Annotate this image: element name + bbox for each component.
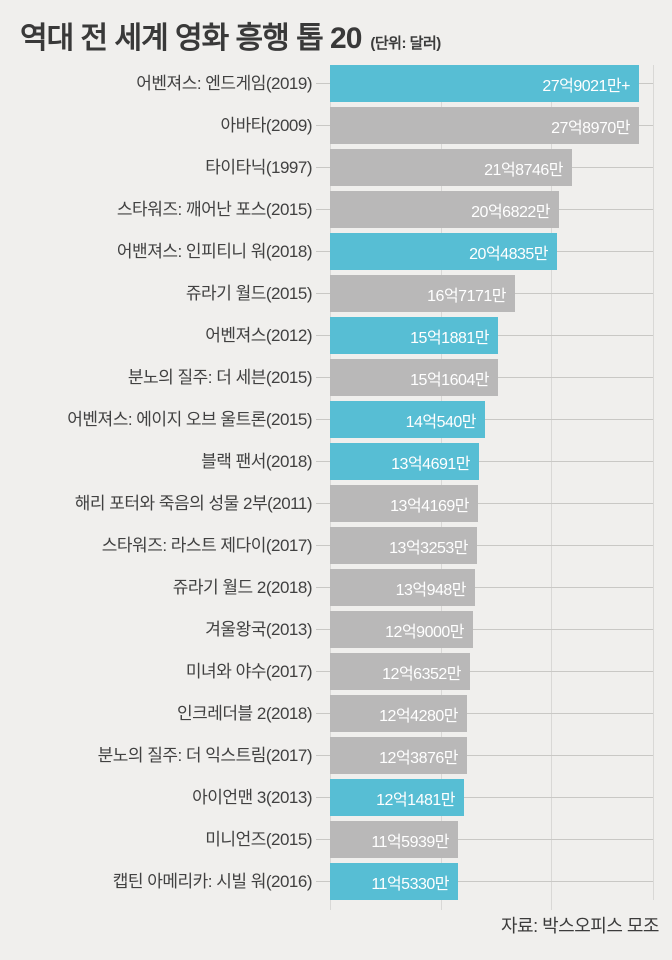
bar: 15억1881만 [330,317,498,354]
source-credit: 자료: 박스오피스 모조 [500,916,660,936]
row-leader-line [316,671,653,672]
gridline [551,65,552,910]
row-leader-line [316,629,653,630]
chart-title: 역대 전 세계 영화 흥행 톱 20 [20,22,362,55]
bar-value-label: 13억4169만 [390,497,469,515]
bar: 13억4169만 [330,485,478,522]
bar-value-label: 16억7171만 [427,287,506,305]
bar-value-label: 12억9000만 [385,623,464,641]
bar: 20억6822만 [330,191,559,228]
bar: 13억948만 [330,569,475,606]
chart-row: 분노의 질주: 더 세븐(2015) 15억1604만 [0,359,672,396]
bar: 13억3253만 [330,527,477,564]
row-label: 인크레더블 2(2018) [176,704,313,723]
bar-value-label: 14억540만 [405,413,477,431]
row-label: 캡틴 아메리카: 시빌 워(2016) [112,872,313,891]
row-label: 스타워즈: 라스트 제다이(2017) [101,536,313,555]
bar-value-label: 13억4691만 [391,455,470,473]
plot-right-border [653,65,654,900]
chart-row: 어밴져스: 인피티니 워(2018) 20억4835만 [0,233,672,270]
row-label: 미니언즈(2015) [205,830,312,849]
chart-row: 아바타(2009) 27억8970만 [0,107,672,144]
bar: 13억4691만 [330,443,479,480]
bar-value-label: 27억9021만+ [542,77,630,95]
unit-label: (단위: 달러) [370,35,441,52]
chart-row: 분노의 질주: 더 익스트림(2017) 12억3876만 [0,737,672,774]
chart-row: 겨울왕국(2013) 12억9000만 [0,611,672,648]
bar-value-label: 20억6822만 [471,203,550,221]
row-leader-line [316,881,653,882]
row-label: 아바타(2009) [220,116,312,135]
chart-row: 어벤져스: 에이지 오브 울트론(2015) 14억540만 [0,401,672,438]
row-label: 어밴져스: 인피티니 워(2018) [116,242,313,261]
bar: 12억9000만 [330,611,473,648]
chart-row: 어벤져스(2012) 15억1881만 [0,317,672,354]
row-label: 어벤져스: 엔드게임(2019) [136,74,312,93]
bar-value-label: 12억4280만 [379,707,458,725]
bar: 27억9021만+ [330,65,639,102]
bar: 27억8970만 [330,107,639,144]
row-label: 어벤져스: 에이지 오브 울트론(2015) [67,410,312,429]
chart-row: 미니언즈(2015) 11억5939만 [0,821,672,858]
chart-row: 타이타닉(1997) 21억8746만 [0,149,672,186]
chart-row: 캡틴 아메리카: 시빌 워(2016) 11억5330만 [0,863,672,900]
chart-row: 쥬라기 월드 2(2018) 13억948만 [0,569,672,606]
row-label: 쥬라기 월드(2015) [185,284,313,303]
bar: 12억3876만 [330,737,467,774]
bar: 16억7171만 [330,275,515,312]
row-leader-line [316,503,653,504]
row-leader-line [316,797,653,798]
bar-value-label: 15억1881만 [410,329,489,347]
row-leader-line [316,755,653,756]
row-label: 타이타닉(1997) [205,158,312,177]
row-label: 해리 포터와 죽음의 성물 2부(2011) [74,494,313,513]
bar-value-label: 11억5939만 [371,833,449,851]
chart-row: 아이언맨 3(2013) 12억1481만 [0,779,672,816]
bar-value-label: 12억3876만 [379,749,458,767]
bar-value-label: 12억6352만 [382,665,461,683]
chart-row: 쥬라기 월드(2015) 16억7171만 [0,275,672,312]
row-leader-line [316,461,653,462]
bar: 11억5939만 [330,821,458,858]
bar-value-label: 13억948만 [395,581,467,599]
bar-value-label: 27억8970만 [551,119,630,137]
bar: 14억540만 [330,401,485,438]
chart-header: 역대 전 세계 영화 흥행 톱 20 (단위: 달러) [20,13,441,57]
row-label: 블랙 팬서(2018) [201,452,312,471]
bar-value-label: 11억5330만 [371,875,449,893]
row-label: 미녀와 야수(2017) [185,662,313,681]
chart-row: 어벤져스: 엔드게임(2019) 27억9021만+ [0,65,672,102]
chart-row: 스타워즈: 라스트 제다이(2017) 13억3253만 [0,527,672,564]
chart-row: 미녀와 야수(2017) 12억6352만 [0,653,672,690]
bar-value-label: 21억8746만 [484,161,563,179]
bar-value-label: 12억1481만 [376,791,455,809]
bar: 11억5330만 [330,863,458,900]
bar: 21억8746만 [330,149,572,186]
bar: 20억4835만 [330,233,557,270]
row-leader-line [316,713,653,714]
chart-row: 블랙 팬서(2018) 13억4691만 [0,443,672,480]
row-label: 분노의 질주: 더 익스트림(2017) [97,746,313,765]
row-leader-line [316,545,653,546]
bar-value-label: 13억3253만 [389,539,468,557]
chart-row: 해리 포터와 죽음의 성물 2부(2011) 13억4169만 [0,485,672,522]
bar-value-label: 20억4835만 [469,245,548,263]
row-leader-line [316,839,653,840]
row-label: 아이언맨 3(2013) [192,788,312,807]
row-label: 겨울왕국(2013) [205,620,312,639]
row-label: 분노의 질주: 더 세븐(2015) [127,368,313,387]
row-leader-line [316,587,653,588]
bar-value-label: 15억1604만 [410,371,489,389]
row-label: 어벤져스(2012) [205,326,312,345]
bar: 15억1604만 [330,359,498,396]
row-label: 쥬라기 월드 2(2018) [172,578,313,597]
chart-row: 스타워즈: 깨어난 포스(2015) 20억6822만 [0,191,672,228]
bar: 12억1481만 [330,779,464,816]
bar-chart: 어벤져스: 엔드게임(2019) 27억9021만+ 아바타(2009) 27억… [0,65,672,913]
chart-row: 인크레더블 2(2018) 12억4280만 [0,695,672,732]
row-label: 스타워즈: 깨어난 포스(2015) [116,200,313,219]
bar: 12억6352만 [330,653,470,690]
bar: 12억4280만 [330,695,467,732]
